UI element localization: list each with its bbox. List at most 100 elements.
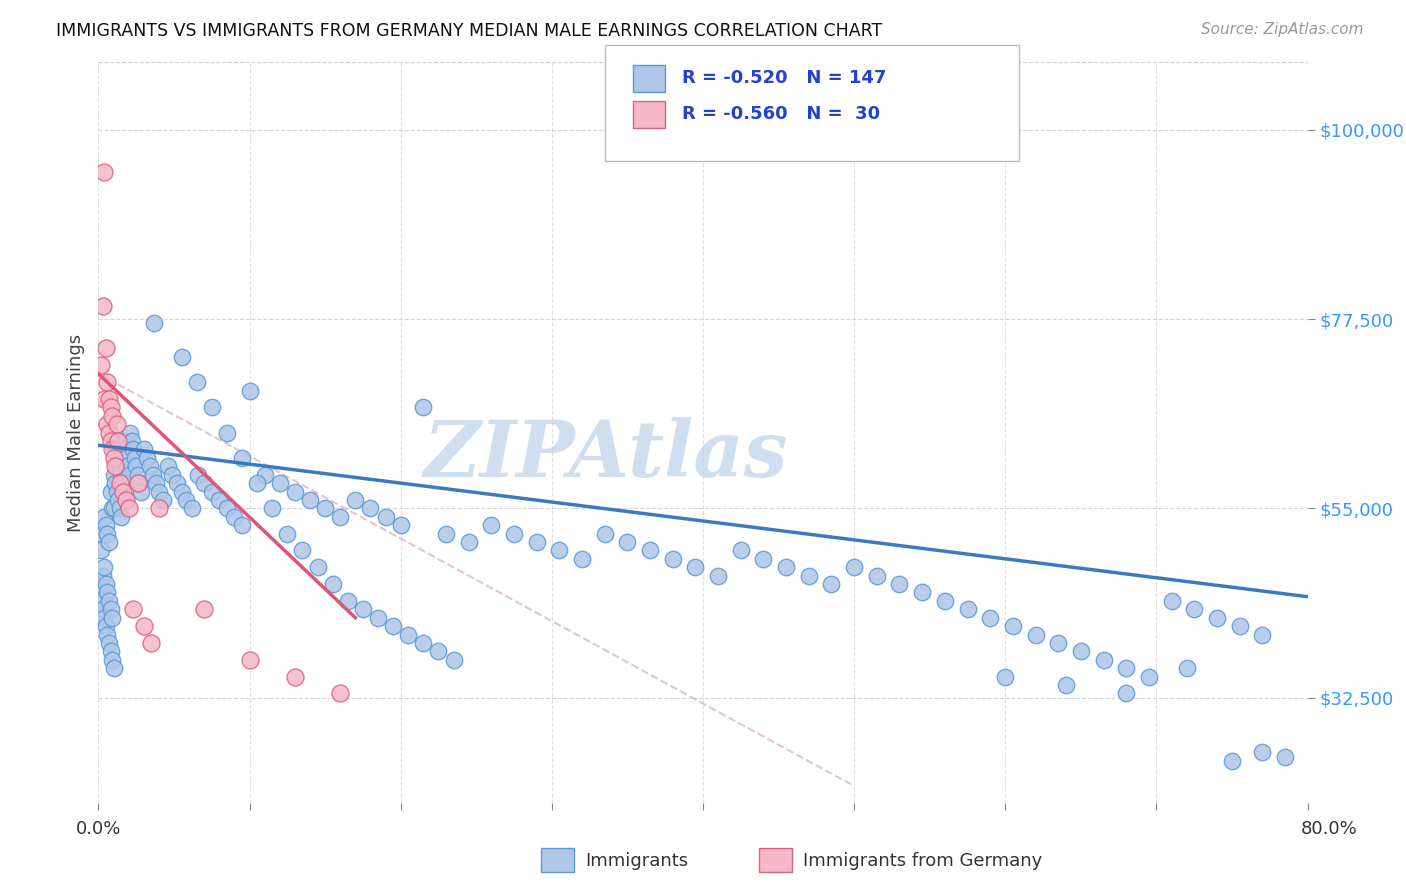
- Point: [1274, 749, 1296, 764]
- Point: [284, 484, 307, 499]
- Point: [239, 653, 262, 667]
- Point: [181, 501, 204, 516]
- Point: [96, 526, 118, 541]
- Point: [96, 417, 118, 432]
- Point: [291, 543, 314, 558]
- Point: [367, 610, 389, 624]
- Point: [111, 484, 134, 499]
- Point: [889, 577, 911, 591]
- Point: [276, 526, 298, 541]
- Text: ZIPAtlas: ZIPAtlas: [425, 417, 789, 493]
- Point: [96, 375, 118, 389]
- Point: [1115, 661, 1137, 675]
- Point: [730, 543, 752, 558]
- Point: [1092, 653, 1115, 667]
- Point: [187, 467, 209, 482]
- Point: [638, 543, 661, 558]
- Point: [96, 627, 118, 641]
- Point: [129, 484, 152, 499]
- Point: [98, 425, 121, 440]
- Point: [1047, 636, 1070, 650]
- Point: [118, 467, 141, 482]
- Point: [90, 543, 112, 558]
- Point: [93, 560, 115, 574]
- Point: [127, 476, 149, 491]
- Point: [103, 467, 125, 482]
- Point: [752, 551, 775, 566]
- Point: [382, 619, 405, 633]
- Point: [115, 459, 138, 474]
- Point: [125, 459, 148, 474]
- Point: [111, 476, 134, 491]
- Point: [174, 492, 197, 507]
- Point: [121, 434, 143, 448]
- Point: [1054, 678, 1077, 692]
- Point: [934, 594, 956, 608]
- Point: [193, 602, 215, 616]
- Point: [344, 492, 367, 507]
- Point: [284, 670, 307, 684]
- Point: [93, 610, 115, 624]
- Point: [107, 492, 129, 507]
- Point: [101, 610, 124, 624]
- Point: [231, 450, 253, 465]
- Point: [118, 501, 141, 516]
- Text: Source: ZipAtlas.com: Source: ZipAtlas.com: [1201, 22, 1364, 37]
- Point: [105, 417, 128, 432]
- Point: [93, 165, 115, 179]
- Point: [139, 459, 162, 474]
- Point: [107, 434, 129, 448]
- Point: [170, 484, 193, 499]
- Point: [1251, 745, 1274, 759]
- Point: [148, 484, 170, 499]
- Point: [122, 442, 145, 457]
- Point: [1175, 661, 1198, 675]
- Point: [94, 577, 117, 591]
- Point: [844, 560, 866, 574]
- Point: [132, 619, 155, 633]
- Point: [114, 450, 136, 465]
- Point: [1024, 627, 1046, 641]
- Point: [239, 384, 262, 398]
- Point: [616, 535, 638, 549]
- Point: [101, 501, 124, 516]
- Point: [103, 450, 125, 465]
- Point: [526, 535, 548, 549]
- Text: Immigrants: Immigrants: [585, 852, 688, 870]
- Point: [253, 467, 276, 482]
- Point: [224, 509, 246, 524]
- Point: [170, 350, 193, 364]
- Point: [108, 459, 131, 474]
- Point: [108, 476, 131, 491]
- Point: [329, 509, 352, 524]
- Point: [443, 653, 465, 667]
- Point: [866, 568, 889, 582]
- Point: [593, 526, 616, 541]
- Point: [94, 342, 117, 356]
- Point: [142, 467, 165, 482]
- Point: [104, 442, 127, 457]
- Point: [503, 526, 526, 541]
- Point: [122, 602, 145, 616]
- Point: [96, 585, 118, 599]
- Point: [820, 577, 842, 591]
- Y-axis label: Median Male Earnings: Median Male Earnings: [66, 334, 84, 532]
- Point: [685, 560, 707, 574]
- Point: [103, 661, 125, 675]
- Point: [262, 501, 284, 516]
- Point: [201, 484, 224, 499]
- Point: [457, 535, 479, 549]
- Point: [193, 476, 215, 491]
- Point: [98, 535, 121, 549]
- Text: IMMIGRANTS VS IMMIGRANTS FROM GERMANY MEDIAN MALE EARNINGS CORRELATION CHART: IMMIGRANTS VS IMMIGRANTS FROM GERMANY ME…: [56, 22, 883, 40]
- Point: [956, 602, 979, 616]
- Text: 80.0%: 80.0%: [1301, 820, 1357, 838]
- Point: [94, 619, 117, 633]
- Point: [127, 467, 149, 482]
- Point: [166, 476, 188, 491]
- Point: [93, 392, 115, 406]
- Point: [100, 644, 122, 658]
- Point: [1001, 619, 1024, 633]
- Point: [1206, 610, 1229, 624]
- Point: [246, 476, 269, 491]
